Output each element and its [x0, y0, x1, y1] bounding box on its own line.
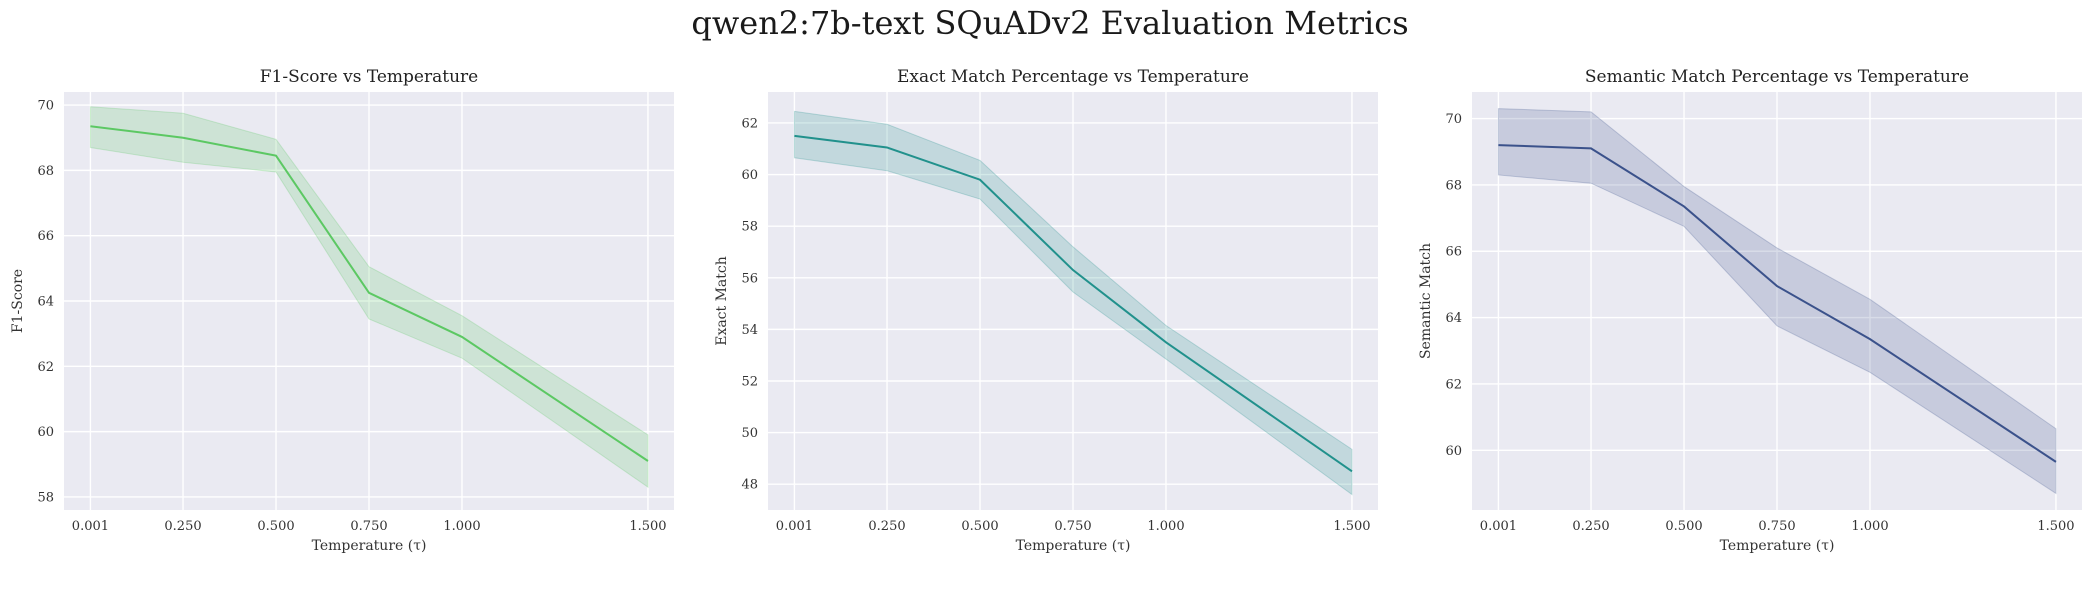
y-tick-label: 60	[37, 425, 54, 440]
y-tick-label: 68	[37, 164, 54, 179]
y-tick-label: 64	[37, 295, 54, 310]
x-tick-label: 1.000	[1851, 519, 1888, 534]
x-tick-label: 1.000	[443, 519, 480, 534]
x-tick-label: 0.001	[1480, 519, 1517, 534]
y-tick-label: 70	[37, 99, 54, 114]
y-axis-label: F1-Score	[10, 269, 26, 333]
confidence-band	[1497, 108, 2057, 495]
x-tick-label: 1.500	[1333, 519, 1370, 534]
y-tick-label: 66	[37, 229, 54, 244]
x-tick-label: 0.750	[1054, 519, 1091, 534]
y-tick-label: 54	[741, 323, 758, 338]
y-axis-label: Exact Match	[714, 256, 730, 346]
series-line	[1498, 144, 2057, 463]
y-tick-label: 68	[1445, 178, 1462, 193]
x-tick-label: 0.001	[776, 519, 813, 534]
y-tick-label: 60	[741, 168, 758, 183]
series-line	[794, 134, 1353, 473]
y-tick-label: 52	[741, 374, 758, 389]
series-line	[90, 125, 649, 462]
x-tick-label: 0.500	[961, 519, 998, 534]
x-tick-label: 1.000	[1147, 519, 1184, 534]
x-tick-label: 0.250	[1572, 519, 1609, 534]
y-tick-label: 62	[37, 360, 54, 375]
x-tick-label: 0.250	[868, 519, 905, 534]
figure-title: qwen2:7b-text SQuADv2 Evaluation Metrics	[691, 4, 1409, 42]
chart-title: Exact Match Percentage vs Temperature	[897, 67, 1249, 87]
x-tick-label: 1.500	[629, 519, 666, 534]
x-axis-label: Temperature (τ)	[312, 538, 427, 554]
x-axis-label: Temperature (τ)	[1720, 538, 1835, 554]
y-axis-label: Semantic Match	[1418, 243, 1434, 359]
y-tick-label: 60	[1445, 444, 1462, 459]
y-tick-label: 50	[741, 426, 758, 441]
y-tick-label: 48	[741, 478, 758, 493]
chart-title: F1-Score vs Temperature	[260, 67, 478, 87]
y-tick-label: 62	[741, 116, 758, 131]
x-tick-label: 0.250	[164, 519, 201, 534]
x-tick-label: 0.500	[257, 519, 294, 534]
y-tick-label: 64	[1445, 311, 1462, 326]
y-tick-label: 58	[37, 490, 54, 505]
x-axis-label: Temperature (τ)	[1016, 538, 1131, 554]
x-tick-label: 0.001	[72, 519, 109, 534]
confidence-band	[793, 110, 1353, 496]
x-tick-label: 1.500	[2037, 519, 2074, 534]
y-tick-label: 70	[1445, 112, 1462, 127]
y-tick-label: 56	[741, 271, 758, 286]
x-tick-label: 0.750	[350, 519, 387, 534]
confidence-band	[89, 106, 649, 489]
y-tick-label: 66	[1445, 245, 1462, 260]
y-tick-label: 58	[741, 220, 758, 235]
x-tick-label: 0.750	[1758, 519, 1795, 534]
chart-title: Semantic Match Percentage vs Temperature	[1585, 67, 1969, 87]
y-tick-label: 62	[1445, 377, 1462, 392]
x-tick-label: 0.500	[1665, 519, 1702, 534]
